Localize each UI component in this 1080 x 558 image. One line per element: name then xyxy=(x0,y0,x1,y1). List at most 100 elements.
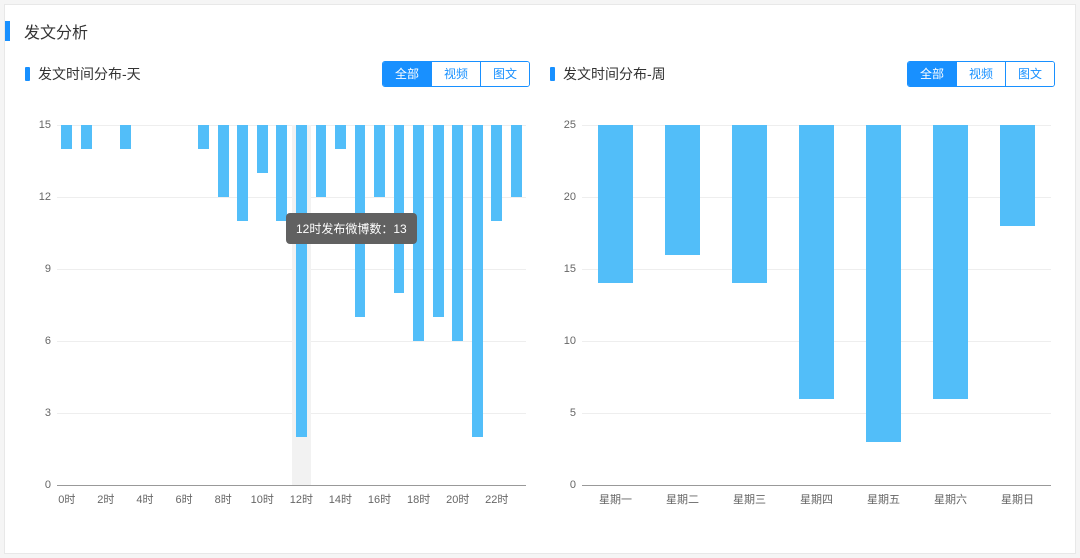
bar-column[interactable]: 星期四 xyxy=(783,125,850,485)
bar xyxy=(218,125,229,197)
bar-column[interactable]: 22时 xyxy=(487,125,507,485)
bar xyxy=(598,125,633,283)
bar-column[interactable] xyxy=(233,125,253,485)
bar xyxy=(933,125,968,399)
bar xyxy=(374,125,385,197)
x-axis-label: 星期二 xyxy=(666,491,699,507)
x-axis-label: 16时 xyxy=(368,491,391,507)
day-filter-all[interactable]: 全部 xyxy=(383,62,432,86)
bar xyxy=(81,125,92,149)
week-plot-area: 0510152025星期一星期二星期三星期四星期五星期六星期日 xyxy=(582,125,1051,485)
bar xyxy=(866,125,901,442)
bar-column[interactable] xyxy=(350,125,370,485)
y-axis-label: 15 xyxy=(550,263,576,275)
day-chart: 12时发布微博数：13 036912150时2时4时6时8时10时12时14时1… xyxy=(21,125,534,515)
y-axis-label: 0 xyxy=(550,479,576,491)
bar xyxy=(355,125,366,317)
x-axis-label: 6时 xyxy=(175,491,192,507)
y-axis-label: 25 xyxy=(550,119,576,131)
bar xyxy=(257,125,268,173)
analysis-card: 发文分析 发文时间分布-天 全部 视频 图文 12时发布微博数：13 03691… xyxy=(4,4,1076,554)
bar-column[interactable]: 星期二 xyxy=(649,125,716,485)
bar-column[interactable]: 星期一 xyxy=(582,125,649,485)
bar-column[interactable]: 12时 xyxy=(292,125,312,485)
y-axis-label: 3 xyxy=(25,407,51,419)
bar-column[interactable] xyxy=(507,125,527,485)
bar-column[interactable]: 8时 xyxy=(213,125,233,485)
bar-column[interactable] xyxy=(272,125,292,485)
bar xyxy=(276,125,287,221)
bar xyxy=(665,125,700,255)
week-chart: 0510152025星期一星期二星期三星期四星期五星期六星期日 xyxy=(546,125,1059,515)
x-axis-label: 星期一 xyxy=(599,491,632,507)
bar-column[interactable]: 0时 xyxy=(57,125,77,485)
bar xyxy=(1000,125,1035,226)
bar-column[interactable]: 18时 xyxy=(409,125,429,485)
bar xyxy=(732,125,767,283)
x-axis-label: 22时 xyxy=(485,491,508,507)
bar xyxy=(316,125,327,197)
bar xyxy=(413,125,424,341)
bar-column[interactable]: 10时 xyxy=(252,125,272,485)
day-filter-video[interactable]: 视频 xyxy=(432,62,481,86)
bar-column[interactable] xyxy=(155,125,175,485)
bar-column[interactable]: 6时 xyxy=(174,125,194,485)
bar-column[interactable] xyxy=(311,125,331,485)
x-axis-label: 2时 xyxy=(97,491,114,507)
y-axis-label: 0 xyxy=(25,479,51,491)
day-panel-header: 发文时间分布-天 全部 视频 图文 xyxy=(21,61,534,87)
bar xyxy=(433,125,444,317)
bars-container: 0时2时4时6时8时 10时 12时 14时 16时 18时 20时 22时 xyxy=(57,125,526,485)
x-axis-label: 星期四 xyxy=(800,491,833,507)
x-axis-label: 10时 xyxy=(251,491,274,507)
bar-column[interactable] xyxy=(194,125,214,485)
bar xyxy=(198,125,209,149)
week-filter-video[interactable]: 视频 xyxy=(957,62,1006,86)
grid-line xyxy=(57,485,526,486)
y-axis-label: 20 xyxy=(550,191,576,203)
bar-column[interactable] xyxy=(116,125,136,485)
day-filter-group: 全部 视频 图文 xyxy=(382,61,530,87)
accent-bar xyxy=(5,21,10,41)
bar-column[interactable] xyxy=(77,125,97,485)
day-filter-image[interactable]: 图文 xyxy=(481,62,529,86)
x-axis-label: 0时 xyxy=(58,491,75,507)
bar xyxy=(394,125,405,293)
bar-column[interactable]: 星期日 xyxy=(984,125,1051,485)
bar-column[interactable] xyxy=(467,125,487,485)
bar-column[interactable] xyxy=(428,125,448,485)
x-axis-label: 18时 xyxy=(407,491,430,507)
bar-column[interactable]: 14时 xyxy=(331,125,351,485)
bar-column[interactable]: 星期五 xyxy=(850,125,917,485)
bullet-icon xyxy=(25,67,30,81)
week-panel: 发文时间分布-周 全部 视频 图文 0510152025星期一星期二星期三星期四… xyxy=(540,53,1065,515)
bar xyxy=(472,125,483,437)
week-panel-header: 发文时间分布-周 全部 视频 图文 xyxy=(546,61,1059,87)
bar xyxy=(511,125,522,197)
bar-column[interactable]: 星期三 xyxy=(716,125,783,485)
x-axis-label: 星期五 xyxy=(867,491,900,507)
week-panel-title: 发文时间分布-周 xyxy=(563,64,666,84)
main-title: 发文分析 xyxy=(24,19,88,43)
bar-column[interactable]: 4时 xyxy=(135,125,155,485)
x-axis-label: 20时 xyxy=(446,491,469,507)
panels: 发文时间分布-天 全部 视频 图文 12时发布微博数：13 036912150时… xyxy=(5,53,1075,515)
grid-line xyxy=(582,485,1051,486)
bar-column[interactable] xyxy=(389,125,409,485)
bar xyxy=(452,125,463,341)
bars-container: 星期一星期二星期三星期四星期五星期六星期日 xyxy=(582,125,1051,485)
main-header: 发文分析 xyxy=(5,5,1075,53)
bar xyxy=(799,125,834,399)
y-axis-label: 6 xyxy=(25,335,51,347)
bar-column[interactable]: 2时 xyxy=(96,125,116,485)
week-filter-group: 全部 视频 图文 xyxy=(907,61,1055,87)
bullet-icon xyxy=(550,67,555,81)
bar-column[interactable]: 20时 xyxy=(448,125,468,485)
week-filter-all[interactable]: 全部 xyxy=(908,62,957,86)
y-axis-label: 5 xyxy=(550,407,576,419)
bar-column[interactable]: 16时 xyxy=(370,125,390,485)
week-filter-image[interactable]: 图文 xyxy=(1006,62,1054,86)
y-axis-label: 12 xyxy=(25,191,51,203)
bar-column[interactable]: 星期六 xyxy=(917,125,984,485)
x-axis-label: 星期日 xyxy=(1001,491,1034,507)
